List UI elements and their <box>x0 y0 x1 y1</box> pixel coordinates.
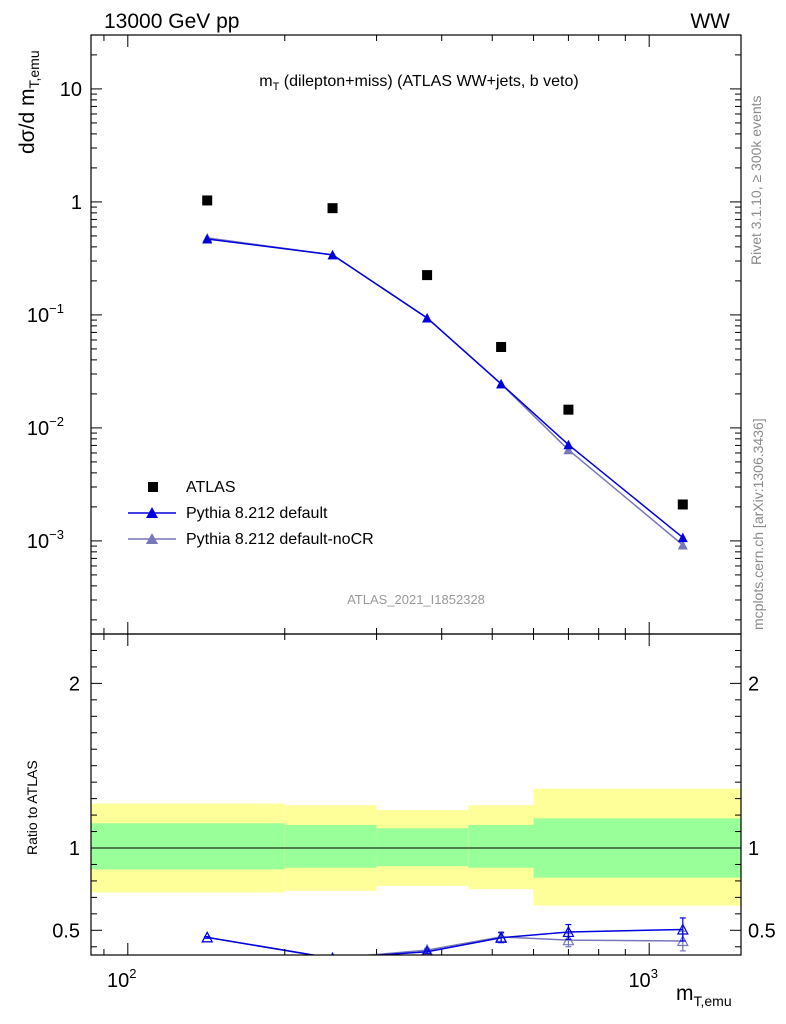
mc-line <box>207 238 684 539</box>
atlas-data-point <box>677 499 688 510</box>
y-tick-label-exponent: −2 <box>49 414 64 429</box>
ratio-band-green <box>91 823 285 870</box>
rivet-version-label: Rivet 3.1.10, ≥ 300k events <box>748 95 764 265</box>
ratio-marker <box>676 923 689 935</box>
atlas-data-point <box>327 203 338 214</box>
legend-label-atlas: ATLAS <box>186 479 236 496</box>
x-tick-label-exponent: 2 <box>129 966 136 981</box>
atlas-data-point <box>422 270 433 281</box>
ratio-band-green <box>284 824 377 868</box>
ratio-y-tick-label: 2 <box>69 673 80 695</box>
x-tick-label: 103 <box>628 966 657 992</box>
legend: ATLAS Pythia 8.212 default Pythia 8.212 … <box>128 479 374 548</box>
atlas-data-point <box>202 195 213 206</box>
mc-marker <box>496 378 507 389</box>
ratio-marker <box>422 945 433 955</box>
process-label: WW <box>690 10 730 33</box>
ratio-y-tick-label-right: 1 <box>748 838 759 860</box>
mc-marker <box>202 233 213 244</box>
ratio-data-layer <box>201 917 689 955</box>
mc-marker <box>327 249 338 260</box>
y-tick-label: 10−1 <box>27 301 64 327</box>
atlas-data-point <box>496 341 507 352</box>
y-tick-label: 10 <box>60 79 82 101</box>
legend-label-pythia-nocr: Pythia 8.212 default-noCR <box>186 531 374 548</box>
mcplots-reference-label: mcplots.cern.ch [arXiv:1306.3436] <box>750 418 766 630</box>
mc-marker <box>563 439 574 450</box>
legend-marker-pythia-default <box>146 507 158 518</box>
y-tick-label: 10−2 <box>27 414 64 440</box>
mc-marker <box>677 532 688 543</box>
x-axis-label: mT,emu <box>676 982 732 1009</box>
atlas-data-point <box>563 404 574 415</box>
ratio-band-green <box>468 824 534 868</box>
ratio-uncertainty-bands <box>91 788 741 906</box>
main-data-layer <box>202 195 688 550</box>
x-tick-label: 102 <box>107 966 136 992</box>
ratio-frame <box>90 633 742 956</box>
x-tick-label-exponent: 3 <box>651 966 658 981</box>
ratio-y-tick-label-right: 2 <box>748 673 759 695</box>
ratio-y-axis-label: Ratio to ATLAS <box>24 760 40 855</box>
y-tick-label-exponent: −3 <box>49 527 64 542</box>
ratio-y-tick-label-right: 0.5 <box>748 920 776 942</box>
main-y-axis-label: dσ/d mT,emu <box>16 50 42 154</box>
mc-marker <box>422 312 433 323</box>
ratio-marker <box>495 931 508 943</box>
plot-title: mT (dilepton+miss) (ATLAS WW+jets, b vet… <box>259 73 578 93</box>
analysis-watermark: ATLAS_2021_I1852328 <box>347 592 485 607</box>
ratio-y-tick-label: 1 <box>69 838 80 860</box>
mc-marker <box>677 539 688 550</box>
energy-label: 13000 GeV pp <box>104 10 239 33</box>
y-tick-label-exponent: −1 <box>49 301 64 316</box>
ratio-marker <box>562 925 575 938</box>
ratio-line <box>207 928 683 955</box>
ratio-marker <box>201 931 214 943</box>
mc-line <box>207 237 684 546</box>
ratio-band-green <box>376 828 469 867</box>
legend-label-pythia-default: Pythia 8.212 default <box>186 505 328 522</box>
legend-marker-atlas <box>148 482 158 492</box>
legend-marker-pythia-nocr <box>146 533 158 544</box>
mc-marker <box>563 444 574 455</box>
ratio-y-tick-label: 0.5 <box>52 920 80 942</box>
axes-layer: 10−3 10−2 10−1 1 10 102 103 0.5 0.5 1 1 2 2 <box>27 34 776 992</box>
y-tick-label: 1 <box>71 192 82 214</box>
y-tick-label: 10−3 <box>27 527 64 553</box>
